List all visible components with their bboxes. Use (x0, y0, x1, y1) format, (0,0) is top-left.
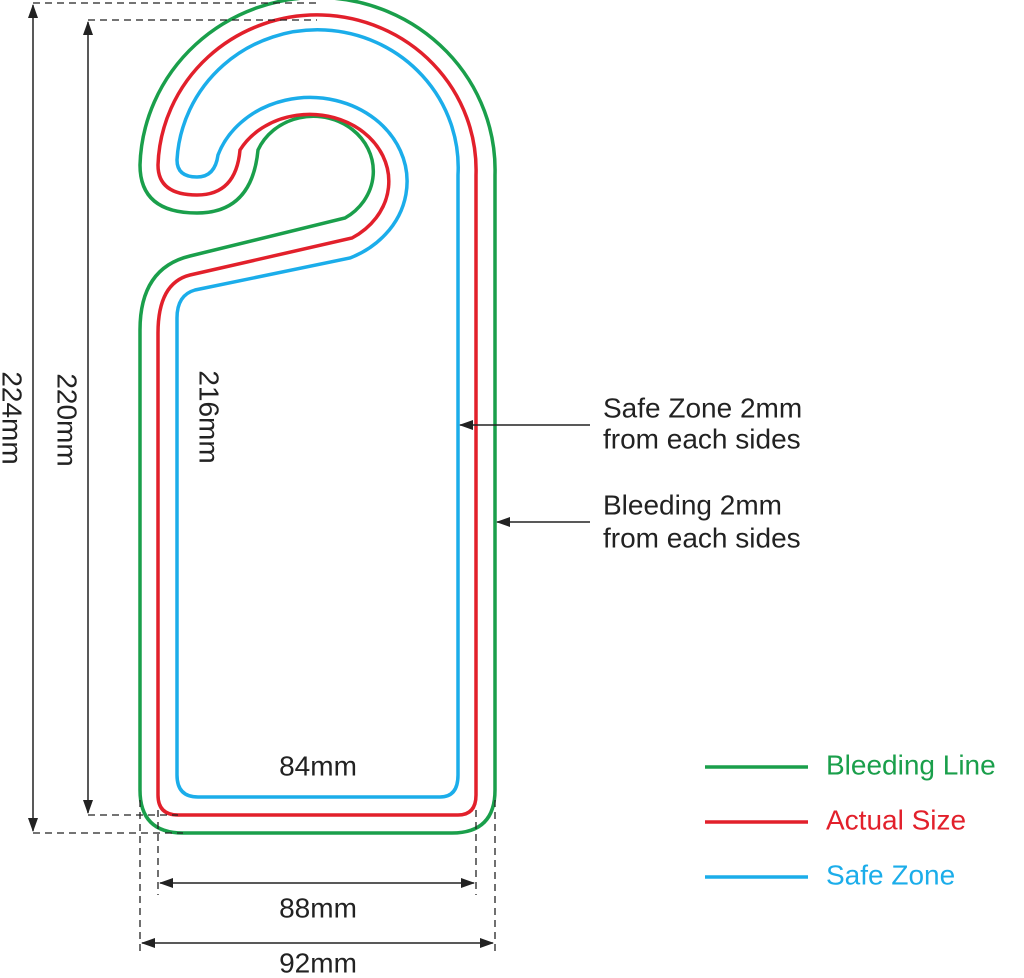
safe-height-label: 216mm (194, 370, 225, 463)
safe-width-label: 84mm (279, 750, 357, 781)
legend-label: Actual Size (826, 804, 966, 835)
legend-label: Bleeding Line (826, 749, 996, 780)
bleeding-outline (138, 0, 497, 835)
actual-outline (156, 13, 478, 817)
total-width-label: 92mm (279, 947, 357, 978)
annotation-text: Safe Zone 2mm (603, 392, 802, 423)
actual-width-label: 88mm (279, 892, 357, 923)
annotation-text: from each sides (603, 522, 801, 553)
actual-height-label: 220mm (52, 373, 83, 466)
extension-lines (33, 2, 496, 955)
annotation-text: from each sides (603, 423, 801, 454)
annotation-text: Bleeding 2mm (603, 489, 782, 520)
legend: Bleeding Line Actual Size Safe Zone (705, 749, 996, 890)
legend-label: Safe Zone (826, 859, 955, 890)
total-height-label: 224mm (0, 371, 28, 464)
safe-outline (175, 28, 460, 799)
